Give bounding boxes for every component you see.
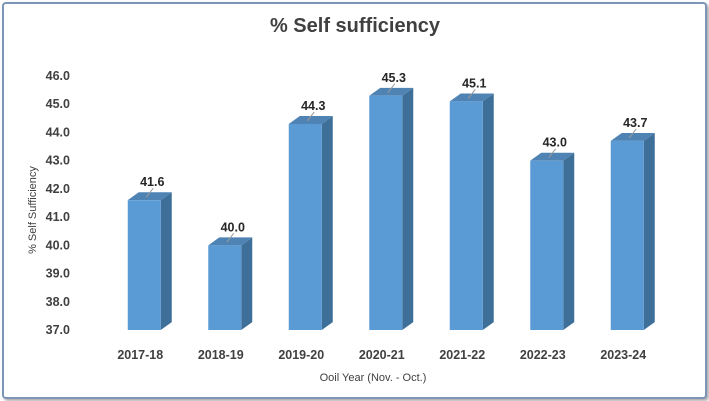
bar-top (530, 152, 575, 161)
y-tick-label: 44.0 (46, 125, 70, 139)
bar-side (241, 237, 253, 330)
y-tick-label: 45.0 (46, 97, 70, 111)
bars-group: 41.6 40.0 44.3 45.3 45.1 43.0 43.7 (127, 71, 655, 331)
bar-side (482, 93, 494, 330)
y-tick-label: 41.0 (46, 210, 70, 224)
x-tick-label: 2019-20 (278, 348, 324, 362)
bar-top (127, 192, 172, 201)
y-tick-label: 43.0 (46, 154, 70, 168)
x-tick-label: 2023-24 (600, 348, 646, 362)
bar-front (127, 200, 161, 330)
y-axis-ticks: 37.0 38.0 39.0 40.0 41.0 42.0 43.0 44.0 45.0 46.0 (46, 69, 70, 337)
data-label: 43.7 (623, 116, 647, 130)
x-axis-label: Ooil Year (Nov. - Oct.) (320, 372, 427, 384)
x-tick-label: 2020-21 (359, 348, 405, 362)
bar: 44.3 (288, 99, 333, 331)
bar-front (208, 245, 242, 330)
x-tick-label: 2018-19 (198, 348, 244, 362)
bar-top (288, 116, 333, 124)
leader-line (145, 187, 154, 198)
x-tick-label: 2021-22 (439, 348, 485, 362)
leader-line (226, 233, 235, 243)
data-label: 43.0 (543, 136, 567, 150)
bar: 43.0 (530, 136, 575, 330)
y-tick-label: 40.0 (46, 238, 70, 252)
y-tick-label: 42.0 (46, 182, 70, 196)
bar-top (208, 237, 253, 246)
leader-line (467, 89, 476, 99)
bar: 43.7 (610, 116, 655, 330)
bar: 40.0 (208, 220, 253, 330)
leader-line (387, 83, 396, 94)
bar-front (288, 123, 322, 330)
bar-side (402, 87, 414, 330)
bar-front (610, 140, 644, 330)
bar-top (610, 132, 655, 141)
bar: 45.1 (449, 76, 494, 331)
x-tick-label: 2022-23 (520, 348, 566, 362)
data-label: 41.6 (140, 175, 164, 189)
y-axis-label: % Self Sufficiency (27, 166, 39, 254)
y-tick-label: 38.0 (46, 295, 70, 309)
data-label: 40.0 (221, 220, 245, 234)
leader-line (628, 128, 637, 139)
leader-line (306, 111, 315, 122)
bar-front (530, 160, 564, 330)
x-axis-ticks: 2017-18 2018-19 2019-20 2020-21 2021-22 2022-… (117, 348, 646, 362)
bar: 41.6 (127, 175, 172, 330)
leader-line (548, 148, 557, 158)
x-tick-label: 2017-18 (117, 348, 163, 362)
bar-top (369, 87, 414, 96)
bar-side (643, 132, 655, 330)
bar-front (369, 95, 403, 330)
bar-side (563, 152, 575, 330)
chart-title: % Self sufficiency (270, 15, 441, 37)
bar-side (160, 192, 172, 330)
data-label: 44.3 (301, 99, 325, 113)
bar-top (449, 93, 494, 102)
data-label: 45.3 (382, 71, 406, 85)
y-tick-label: 39.0 (46, 267, 70, 281)
y-tick-label: 46.0 (46, 69, 70, 83)
bar: 45.3 (369, 71, 414, 330)
bar-front (449, 101, 483, 331)
bar-side (321, 116, 333, 331)
data-label: 45.1 (462, 76, 486, 90)
y-tick-label: 37.0 (46, 323, 70, 337)
